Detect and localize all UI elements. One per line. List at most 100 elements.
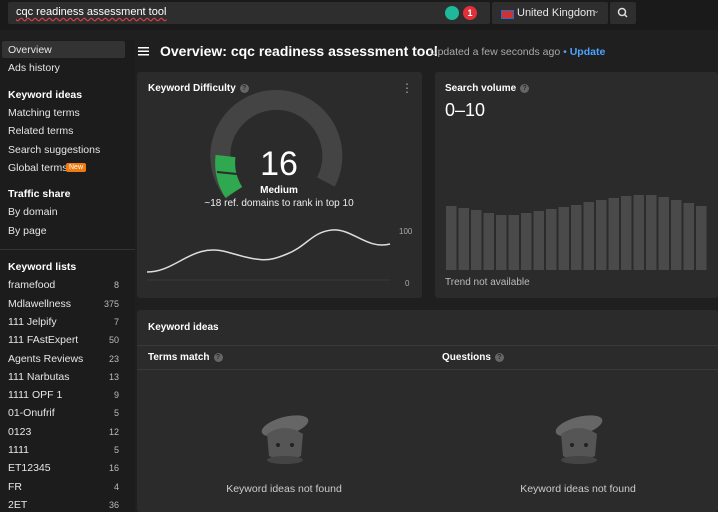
column-title-text: Questions: [442, 352, 491, 363]
ideas-title: Keyword ideas: [148, 322, 219, 333]
nav-item[interactable]: Related terms: [8, 125, 74, 138]
placeholder-bars: [446, 195, 707, 270]
nav-item[interactable]: Agents Reviews: [8, 352, 84, 365]
count: 12: [108, 426, 119, 437]
nav-item[interactable]: 1111 OPF 1: [8, 389, 63, 402]
nav-item[interactable]: Search suggestions: [8, 143, 101, 156]
update-link[interactable]: Update: [569, 46, 606, 58]
divider: [137, 345, 718, 346]
section-title: Keyword lists: [8, 261, 77, 273]
sidebar: Overview Ads history Keyword ideas Matching…: [0, 40, 135, 512]
nav-item[interactable]: 0123: [8, 425, 32, 438]
placeholder-bar: [658, 197, 669, 270]
placeholder-bar: [521, 213, 532, 270]
column-title-text: Terms match: [148, 352, 210, 363]
nav-item[interactable]: Global terms: [8, 161, 68, 174]
nav-item[interactable]: Matching terms: [8, 106, 80, 119]
placeholder-bar: [471, 210, 482, 270]
empty-message: Keyword ideas not found: [226, 483, 342, 495]
nav-item[interactable]: 2ET: [8, 498, 28, 511]
sv-note: Trend not available: [445, 277, 530, 288]
nav-item[interactable]: FR: [8, 480, 22, 493]
search-button[interactable]: [610, 2, 636, 24]
top-bar: cqc readiness assessment tool 1 United K…: [0, 0, 718, 30]
search-input[interactable]: cqc readiness assessment tool 1: [8, 2, 490, 24]
nav-item[interactable]: Ads history: [8, 62, 60, 75]
nav-item[interactable]: framefood: [8, 279, 56, 292]
help: ?: [494, 352, 504, 362]
nav-item[interactable]: Overview: [8, 44, 52, 56]
page-title: Overview: cqc readiness assessment tool: [160, 43, 438, 59]
count: 8: [113, 280, 119, 291]
placeholder-bar: [571, 205, 582, 270]
empty-illustration: [255, 412, 315, 467]
flag: [501, 10, 514, 19]
sv-title: Search volume: [445, 83, 517, 94]
column-title: Terms match?: [148, 352, 223, 363]
placeholder-bar: [508, 215, 519, 270]
status-text: Updated a few seconds ago: [430, 46, 561, 58]
ideas-card: Keyword ideas Terms match? Keyword ideas …: [137, 310, 718, 512]
placeholder-bar: [533, 211, 544, 270]
placeholder-bar: [696, 206, 707, 270]
axis-label: 100: [399, 227, 413, 236]
kd-note: ~18 ref. domains to rank in top 10: [204, 198, 354, 209]
nav-item[interactable]: By page: [8, 224, 47, 237]
nav-item[interactable]: By domain: [8, 206, 58, 219]
count: 375: [103, 298, 119, 309]
tag: New: [66, 162, 87, 172]
divider: [0, 249, 135, 250]
empty-illustration: [549, 412, 609, 467]
more[interactable]: ⋮: [401, 81, 413, 95]
count: 5: [113, 408, 119, 419]
active-bg: [2, 41, 125, 58]
placeholder-bar: [496, 215, 507, 270]
nav-item[interactable]: ET12345: [8, 462, 51, 475]
section-title: Keyword ideas: [8, 88, 83, 101]
placeholder-bar: [483, 213, 494, 270]
nav-item[interactable]: 01-Onufrif: [8, 407, 55, 420]
section-title: Traffic share: [8, 188, 71, 201]
placeholder-bar: [446, 206, 457, 270]
sv-value: 0–10: [445, 100, 486, 120]
placeholder-bar: [683, 203, 694, 270]
country-select[interactable]: United Kingdom ⌄: [492, 2, 608, 24]
search-icon: [617, 7, 628, 18]
menu-icon[interactable]: [138, 44, 150, 62]
placeholder-bar: [596, 200, 607, 270]
placeholder-bar: [546, 209, 557, 270]
placeholder-bar: [646, 195, 657, 270]
placeholder-bar: [671, 200, 682, 270]
nav-item[interactable]: Mdlawellness: [8, 297, 72, 310]
status: Updated a few seconds ago • Update: [430, 46, 605, 58]
nav-item[interactable]: 111 Jelpify: [8, 315, 57, 328]
count: 50: [108, 335, 119, 346]
kd-level: Medium: [260, 185, 298, 196]
placeholder-bar: [633, 195, 644, 270]
placeholder-bar: [583, 202, 594, 270]
placeholder-bar: [621, 196, 632, 270]
count: 7: [113, 316, 119, 327]
placeholder-bar: [558, 207, 569, 270]
query: cqc readiness assessment tool: [16, 6, 167, 18]
gauge: [146, 90, 391, 281]
icon[interactable]: [445, 6, 459, 20]
empty-message: Keyword ideas not found: [520, 483, 636, 495]
separator: •: [563, 46, 567, 58]
nav-item[interactable]: 111 FAstExpert: [8, 334, 79, 347]
nav-item[interactable]: 1111: [8, 444, 30, 456]
country: United Kingdom: [517, 7, 596, 19]
column-title: Questions?: [442, 352, 504, 363]
badge[interactable]: 1: [463, 6, 477, 20]
axis-label: 0: [405, 279, 410, 288]
count: 16: [108, 463, 119, 474]
sv-card: Search volume? 0–10 Trend not available: [435, 72, 718, 298]
kd-card: Keyword Difficulty? ⋮ 16 Medium ~18 ref.…: [137, 72, 422, 298]
count: 4: [113, 481, 119, 492]
chevron: ⌄: [593, 6, 600, 15]
count: 36: [108, 499, 119, 510]
divider: [137, 369, 718, 370]
kd-title: Keyword Difficulty: [148, 83, 236, 94]
nav-item[interactable]: 111 Narbutas: [8, 370, 70, 383]
